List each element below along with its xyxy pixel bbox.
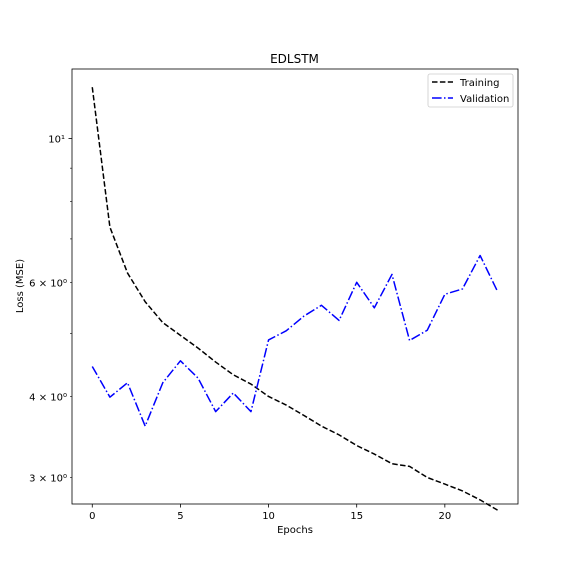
- y-tick-label: 6 × 10⁰: [29, 278, 67, 289]
- legend-training-label: Training: [459, 78, 499, 89]
- x-tick-label: 0: [89, 511, 95, 522]
- y-tick-label: 10¹: [48, 134, 65, 145]
- y-tick-label: 4 × 10⁰: [29, 392, 67, 403]
- x-tick-label: 15: [350, 511, 363, 522]
- y-tick-label: 3 × 10⁰: [29, 473, 67, 484]
- axis-ticks: 0 5 10 15 20 10¹ 3 × 10⁰ 4 × 10⁰ 6 × 10⁰: [29, 134, 451, 522]
- plot-lines: [91, 87, 499, 511]
- y-axis-label: Loss (MSE): [15, 259, 26, 313]
- x-tick-label: 20: [438, 511, 451, 522]
- x-tick-label: 10: [262, 511, 275, 522]
- x-axis-label: Epochs: [277, 525, 313, 536]
- legend-validation-label: Validation: [460, 94, 509, 105]
- legend: Training Validation: [427, 73, 514, 108]
- series-line-validation: [91, 254, 499, 427]
- x-tick-label: 5: [177, 511, 183, 522]
- plot-frame: [71, 68, 519, 505]
- chart-title: EDLSTM: [270, 52, 319, 66]
- series-line-training: [91, 87, 499, 511]
